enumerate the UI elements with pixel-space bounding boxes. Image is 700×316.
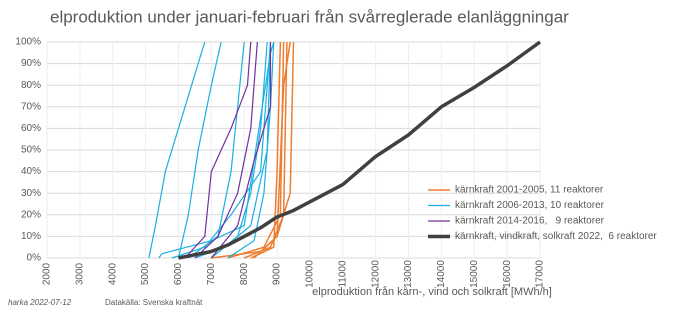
y-tick-label: 90% bbox=[21, 58, 41, 69]
y-tick-label: 60% bbox=[21, 123, 41, 134]
data-line bbox=[194, 41, 258, 259]
data-line bbox=[211, 41, 291, 259]
data-line bbox=[210, 42, 272, 259]
legend-label: kärnkraft 2006-2013, 10 reaktorer bbox=[455, 200, 605, 211]
x-tick-label: 11000 bbox=[337, 260, 348, 288]
x-tick-label: 6000 bbox=[173, 262, 184, 285]
data-line bbox=[148, 41, 206, 259]
y-tick-label: 50% bbox=[21, 145, 41, 156]
x-tick-label: 13000 bbox=[403, 260, 414, 288]
x-tick-label: 3000 bbox=[75, 262, 86, 285]
legend-label: kärnkraft 2001-2005, 11 reaktorer bbox=[455, 185, 604, 196]
y-tick-label: 40% bbox=[21, 166, 41, 177]
y-tick-label: 20% bbox=[21, 209, 41, 220]
x-tick-label: 16000 bbox=[502, 260, 513, 288]
data-line bbox=[184, 41, 252, 259]
footer-source: Datakälla: Svenska kraftnät bbox=[105, 298, 203, 307]
footer-author: harka 2022-07-12 bbox=[8, 298, 72, 307]
x-tick-label: 14000 bbox=[436, 260, 447, 288]
y-tick-label: 0% bbox=[27, 253, 42, 264]
data-line bbox=[178, 40, 542, 260]
y-tick-label: 100% bbox=[15, 37, 41, 48]
data-line bbox=[177, 41, 222, 259]
x-tick-label: 15000 bbox=[469, 260, 480, 288]
x-tick-label: 2000 bbox=[42, 262, 53, 285]
x-tick-label: 17000 bbox=[535, 260, 546, 288]
y-tick-label: 70% bbox=[21, 101, 41, 112]
legend-label: kärnkraft, vindkraft, solkraft 2022, 6 r… bbox=[455, 231, 657, 242]
x-tick-label: 12000 bbox=[370, 260, 381, 288]
x-tick-label: 7000 bbox=[206, 262, 217, 285]
chart-title: elproduktion under januari-februari från… bbox=[50, 7, 569, 26]
y-tick-label: 80% bbox=[21, 80, 41, 91]
data-line bbox=[250, 41, 282, 259]
legend-label: kärnkraft 2014-2016, 9 reaktorer bbox=[455, 216, 605, 227]
y-tick-label: 10% bbox=[21, 231, 41, 242]
x-tick-label: 8000 bbox=[239, 262, 250, 285]
x-tick-label: 10000 bbox=[305, 260, 316, 288]
x-axis-label: elproduktion från kärn-, vind och solkra… bbox=[312, 286, 552, 298]
x-tick-label: 5000 bbox=[140, 262, 151, 285]
y-tick-label: 30% bbox=[21, 188, 41, 199]
x-tick-label: 4000 bbox=[107, 262, 118, 285]
x-tick-label: 9000 bbox=[272, 262, 283, 285]
data-line bbox=[227, 41, 275, 259]
